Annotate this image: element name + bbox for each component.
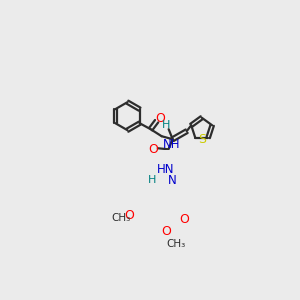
Text: S: S (198, 133, 206, 146)
Text: CH₃: CH₃ (167, 239, 186, 249)
Text: H: H (147, 175, 156, 185)
Text: O: O (124, 209, 134, 222)
Text: CH₃: CH₃ (111, 213, 130, 223)
Text: N: N (168, 174, 177, 187)
Text: HN: HN (156, 163, 174, 176)
Text: O: O (156, 112, 166, 125)
Text: NH: NH (163, 138, 180, 151)
Text: O: O (161, 225, 171, 238)
Text: H: H (162, 120, 170, 130)
Text: O: O (179, 213, 189, 226)
Text: O: O (148, 143, 158, 156)
